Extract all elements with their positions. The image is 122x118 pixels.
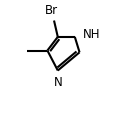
- Text: NH: NH: [83, 28, 101, 41]
- Text: Br: Br: [45, 4, 58, 17]
- Text: N: N: [53, 76, 62, 89]
